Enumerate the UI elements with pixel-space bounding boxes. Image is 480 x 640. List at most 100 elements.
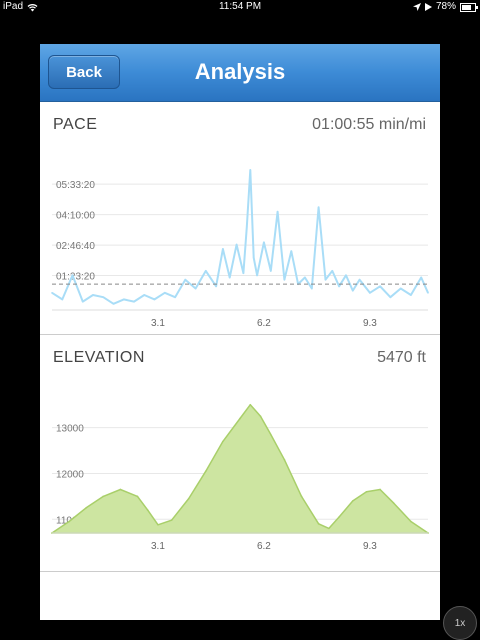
pace-data-point [51, 292, 53, 294]
pace-data-point [242, 272, 245, 274]
battery-fill [462, 4, 472, 10]
elevation-data-point [102, 495, 105, 498]
pace-data-point [399, 287, 402, 290]
elevation-data-point [328, 527, 330, 530]
navigation-bar: Back Analysis [40, 44, 440, 102]
pace-data-point [369, 292, 371, 294]
pace-data-point [345, 274, 347, 277]
pace-data-point [252, 256, 255, 259]
pace-data-point [164, 292, 166, 294]
elevation-data-point [300, 495, 303, 498]
pace-data-point [427, 292, 429, 294]
pace-data-point [352, 289, 354, 292]
pace-data-point [358, 278, 361, 281]
pace-data-point [290, 250, 293, 252]
pace-data-point [263, 241, 265, 244]
elevation-title: ELEVATION [53, 349, 145, 366]
page-title: Analysis [194, 59, 286, 84]
elevation-data-point [119, 488, 122, 491]
elevation-data-point [249, 403, 252, 406]
pace-y-tick-label: 04:10:00 [56, 211, 95, 222]
pace-data-point [389, 296, 392, 299]
elevation-x-tick-label: 6.2 [257, 541, 271, 552]
elevation-value: 5470 ft [377, 349, 426, 366]
pace-data-point [235, 243, 238, 246]
pace-data-point [174, 296, 176, 299]
elevation-data-point [338, 516, 340, 518]
elevation-data-point [269, 433, 272, 436]
pace-data-point [133, 300, 135, 303]
pace-data-point [331, 270, 334, 272]
status-time: 11:54 PM [218, 1, 262, 12]
pace-data-point [153, 298, 156, 301]
playback-speed-button[interactable]: 1x [443, 606, 477, 640]
pace-data-point [338, 285, 340, 288]
pace-y-tick-label: 01:23:20 [56, 272, 95, 283]
battery-percent: 78% [435, 1, 456, 12]
pace-title: PACE [53, 116, 98, 133]
section-divider [40, 571, 440, 572]
elevation-x-tick-label: 3.1 [151, 541, 165, 552]
elevation-y-tick-label: 13000 [56, 424, 84, 435]
status-bar: iPad 11:54 PM 78% [0, 0, 480, 14]
pace-data-point [92, 294, 94, 296]
pace-data-point [283, 278, 286, 281]
pace-chart: 01:23:20 02:46:40 04:10:00 05:33:20 3.1 6.2 9.… [51, 169, 429, 329]
pace-data-point [61, 298, 64, 301]
elevation-data-point [85, 507, 87, 509]
play-icon [424, 3, 432, 11]
pace-section: PACE 01:00:55 min/mi 01:23:20 02:46:40 04:… [40, 102, 440, 334]
elevation-data-point [146, 509, 149, 511]
pace-data-point [143, 294, 146, 296]
pace-data-point [246, 226, 248, 228]
device-label: iPad [3, 1, 24, 12]
pace-data-point [256, 274, 258, 277]
pace-x-tick-label: 9.3 [363, 318, 377, 329]
elevation-data-point [283, 458, 286, 461]
elevation-data-point [170, 519, 173, 521]
analysis-panel: Back Analysis PACE 01:00:55 min/mi 01:23… [40, 44, 440, 620]
pace-data-point [317, 206, 320, 209]
elevation-chart: 1100012000130003.16.29.3 [51, 403, 429, 552]
elevation-data-point [205, 470, 207, 472]
pace-data-point [304, 276, 306, 279]
elevation-data-point [157, 523, 159, 526]
pace-data-point [222, 248, 224, 250]
elevation-data-point [222, 440, 224, 443]
pace-data-point [71, 274, 74, 277]
pace-x-tick-label: 3.1 [151, 318, 165, 329]
elevation-data-point [365, 490, 368, 493]
back-button[interactable]: Back [48, 55, 120, 89]
elevation-area [51, 403, 429, 534]
pace-value: 01:00:55 min/mi [312, 116, 426, 133]
pace-data-point [324, 278, 327, 281]
pace-data-point [112, 303, 115, 305]
location-arrow-icon [412, 3, 421, 11]
elevation-section: ELEVATION 5470 ft 1100012000130003.16.29… [40, 335, 440, 571]
pace-y-tick-label: 02:46:40 [56, 241, 95, 252]
pace-y-tick-label: 05:33:20 [56, 180, 95, 191]
elevation-data-point [259, 415, 262, 417]
pace-data-point [276, 210, 279, 213]
pace-data-point [102, 296, 105, 299]
pace-data-point [228, 276, 231, 279]
battery-icon [460, 2, 478, 12]
elevation-data-point [317, 523, 320, 525]
elevation-x-tick-label: 9.3 [363, 541, 377, 552]
elevation-data-point [410, 520, 412, 523]
section-divider [40, 334, 440, 335]
pace-data-point [81, 300, 84, 303]
pace-data-point [410, 294, 412, 296]
pace-data-point [184, 278, 187, 281]
elevation-data-point [136, 495, 139, 498]
pace-x-tick-label: 6.2 [257, 318, 271, 329]
pace-data-point [122, 298, 125, 301]
elevation-y-tick-label: 12000 [56, 469, 84, 480]
pace-data-point [215, 285, 217, 288]
pace-data-point [379, 285, 381, 288]
elevation-data-point [379, 488, 381, 491]
wifi-icon [27, 3, 38, 11]
elevation-data-point [68, 520, 70, 523]
pace-data-point [310, 287, 313, 290]
pace-data-point [269, 270, 272, 272]
